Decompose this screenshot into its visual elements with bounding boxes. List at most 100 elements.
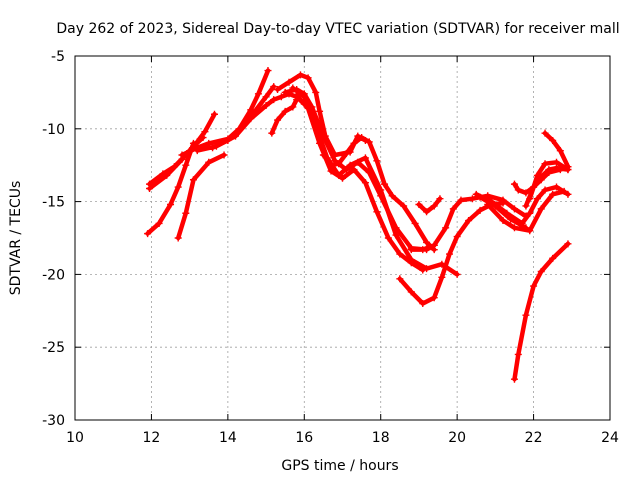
data-point-marker — [556, 166, 564, 174]
x-tick-label: 16 — [295, 430, 313, 446]
x-tick-label: 18 — [372, 430, 390, 446]
data-point-marker — [472, 190, 480, 198]
series-line — [477, 194, 529, 231]
series-track-10 — [281, 85, 438, 254]
grid-layer — [75, 56, 610, 420]
data-point-marker — [365, 138, 373, 146]
data-point-marker — [182, 161, 190, 169]
x-axis-label: GPS time / hours — [281, 458, 398, 474]
data-point-marker — [533, 195, 541, 203]
data-point-marker — [285, 78, 293, 86]
x-tick-label: 22 — [525, 430, 543, 446]
data-point-marker — [549, 190, 557, 198]
data-point-marker — [465, 217, 473, 225]
data-point-marker — [361, 179, 369, 187]
data-point-marker — [264, 67, 272, 75]
data-point-marker — [210, 110, 218, 118]
data-point-marker — [144, 230, 152, 238]
data-point-marker — [415, 201, 423, 209]
data-point-marker — [446, 250, 453, 258]
data-point-marker — [358, 134, 366, 142]
data-point-marker — [453, 233, 461, 241]
data-point-marker — [549, 136, 557, 144]
data-point-marker — [530, 282, 538, 290]
data-point-marker — [316, 107, 324, 115]
data-point-marker — [178, 151, 186, 159]
data-point-marker — [289, 84, 297, 92]
data-point-marker — [212, 142, 220, 150]
series-line — [416, 196, 443, 215]
data-point-marker — [342, 150, 350, 158]
data-point-marker — [381, 180, 389, 188]
data-point-marker — [274, 116, 282, 124]
data-point-marker — [296, 71, 304, 79]
data-point-marker — [346, 161, 354, 169]
y-axis-label: SDTVAR / TECUs — [8, 181, 24, 296]
data-point-marker — [155, 219, 163, 227]
data-point-marker — [419, 246, 427, 254]
data-point-marker — [564, 240, 572, 248]
data-point-marker — [541, 160, 549, 168]
data-point-marker — [436, 195, 444, 203]
data-point-marker — [407, 246, 415, 254]
data-point-marker — [373, 208, 381, 216]
data-point-marker — [407, 288, 415, 296]
data-point-marker — [289, 103, 297, 111]
data-point-marker — [468, 195, 476, 203]
data-point-marker — [281, 88, 289, 96]
data-point-marker — [499, 196, 507, 204]
series-track-16 — [415, 195, 444, 216]
data-point-marker — [411, 219, 419, 227]
data-point-marker — [350, 166, 358, 174]
data-point-marker — [537, 267, 545, 275]
data-point-marker — [530, 183, 538, 191]
data-point-marker — [476, 206, 484, 214]
data-point-marker — [205, 158, 213, 166]
data-point-marker — [312, 88, 320, 96]
data-point-marker — [549, 254, 557, 262]
data-point-marker — [350, 139, 358, 147]
data-point-marker — [541, 186, 549, 194]
data-point-marker — [274, 85, 282, 93]
y-tick-label: -5 — [51, 49, 65, 65]
data-point-marker — [316, 139, 324, 147]
data-point-marker — [193, 147, 201, 155]
data-point-marker — [430, 241, 438, 249]
data-point-marker — [430, 202, 438, 210]
data-point-marker — [277, 93, 285, 101]
data-point-marker — [419, 300, 427, 308]
data-point-marker — [182, 209, 190, 217]
data-point-marker — [407, 259, 415, 267]
series-layer — [144, 67, 572, 383]
data-point-marker — [522, 224, 530, 232]
series-track-14 — [396, 199, 507, 308]
series-line — [321, 135, 437, 252]
data-point-marker — [384, 234, 392, 242]
data-point-marker — [262, 102, 270, 110]
data-point-marker — [373, 157, 381, 165]
data-point-marker — [537, 176, 545, 184]
x-tick-label: 14 — [219, 430, 237, 446]
data-point-marker — [491, 202, 499, 210]
data-point-marker — [396, 275, 404, 283]
y-tick-label: -20 — [42, 267, 65, 283]
y-tick-label: -25 — [42, 340, 65, 356]
data-point-marker — [556, 147, 564, 155]
data-point-marker — [423, 238, 431, 246]
y-tick-label: -10 — [42, 122, 65, 138]
data-point-marker — [553, 183, 560, 191]
data-point-marker — [396, 250, 404, 258]
data-point-marker — [522, 202, 530, 210]
data-point-marker — [423, 208, 431, 216]
data-point-marker — [146, 184, 154, 192]
series-line — [145, 141, 196, 236]
x-tick-label: 20 — [448, 430, 466, 446]
data-point-marker — [510, 224, 518, 232]
data-point-marker — [442, 224, 450, 232]
data-point-marker — [319, 151, 327, 159]
data-point-marker — [541, 129, 549, 137]
series-track-23 — [541, 129, 572, 171]
data-point-marker — [254, 90, 262, 98]
